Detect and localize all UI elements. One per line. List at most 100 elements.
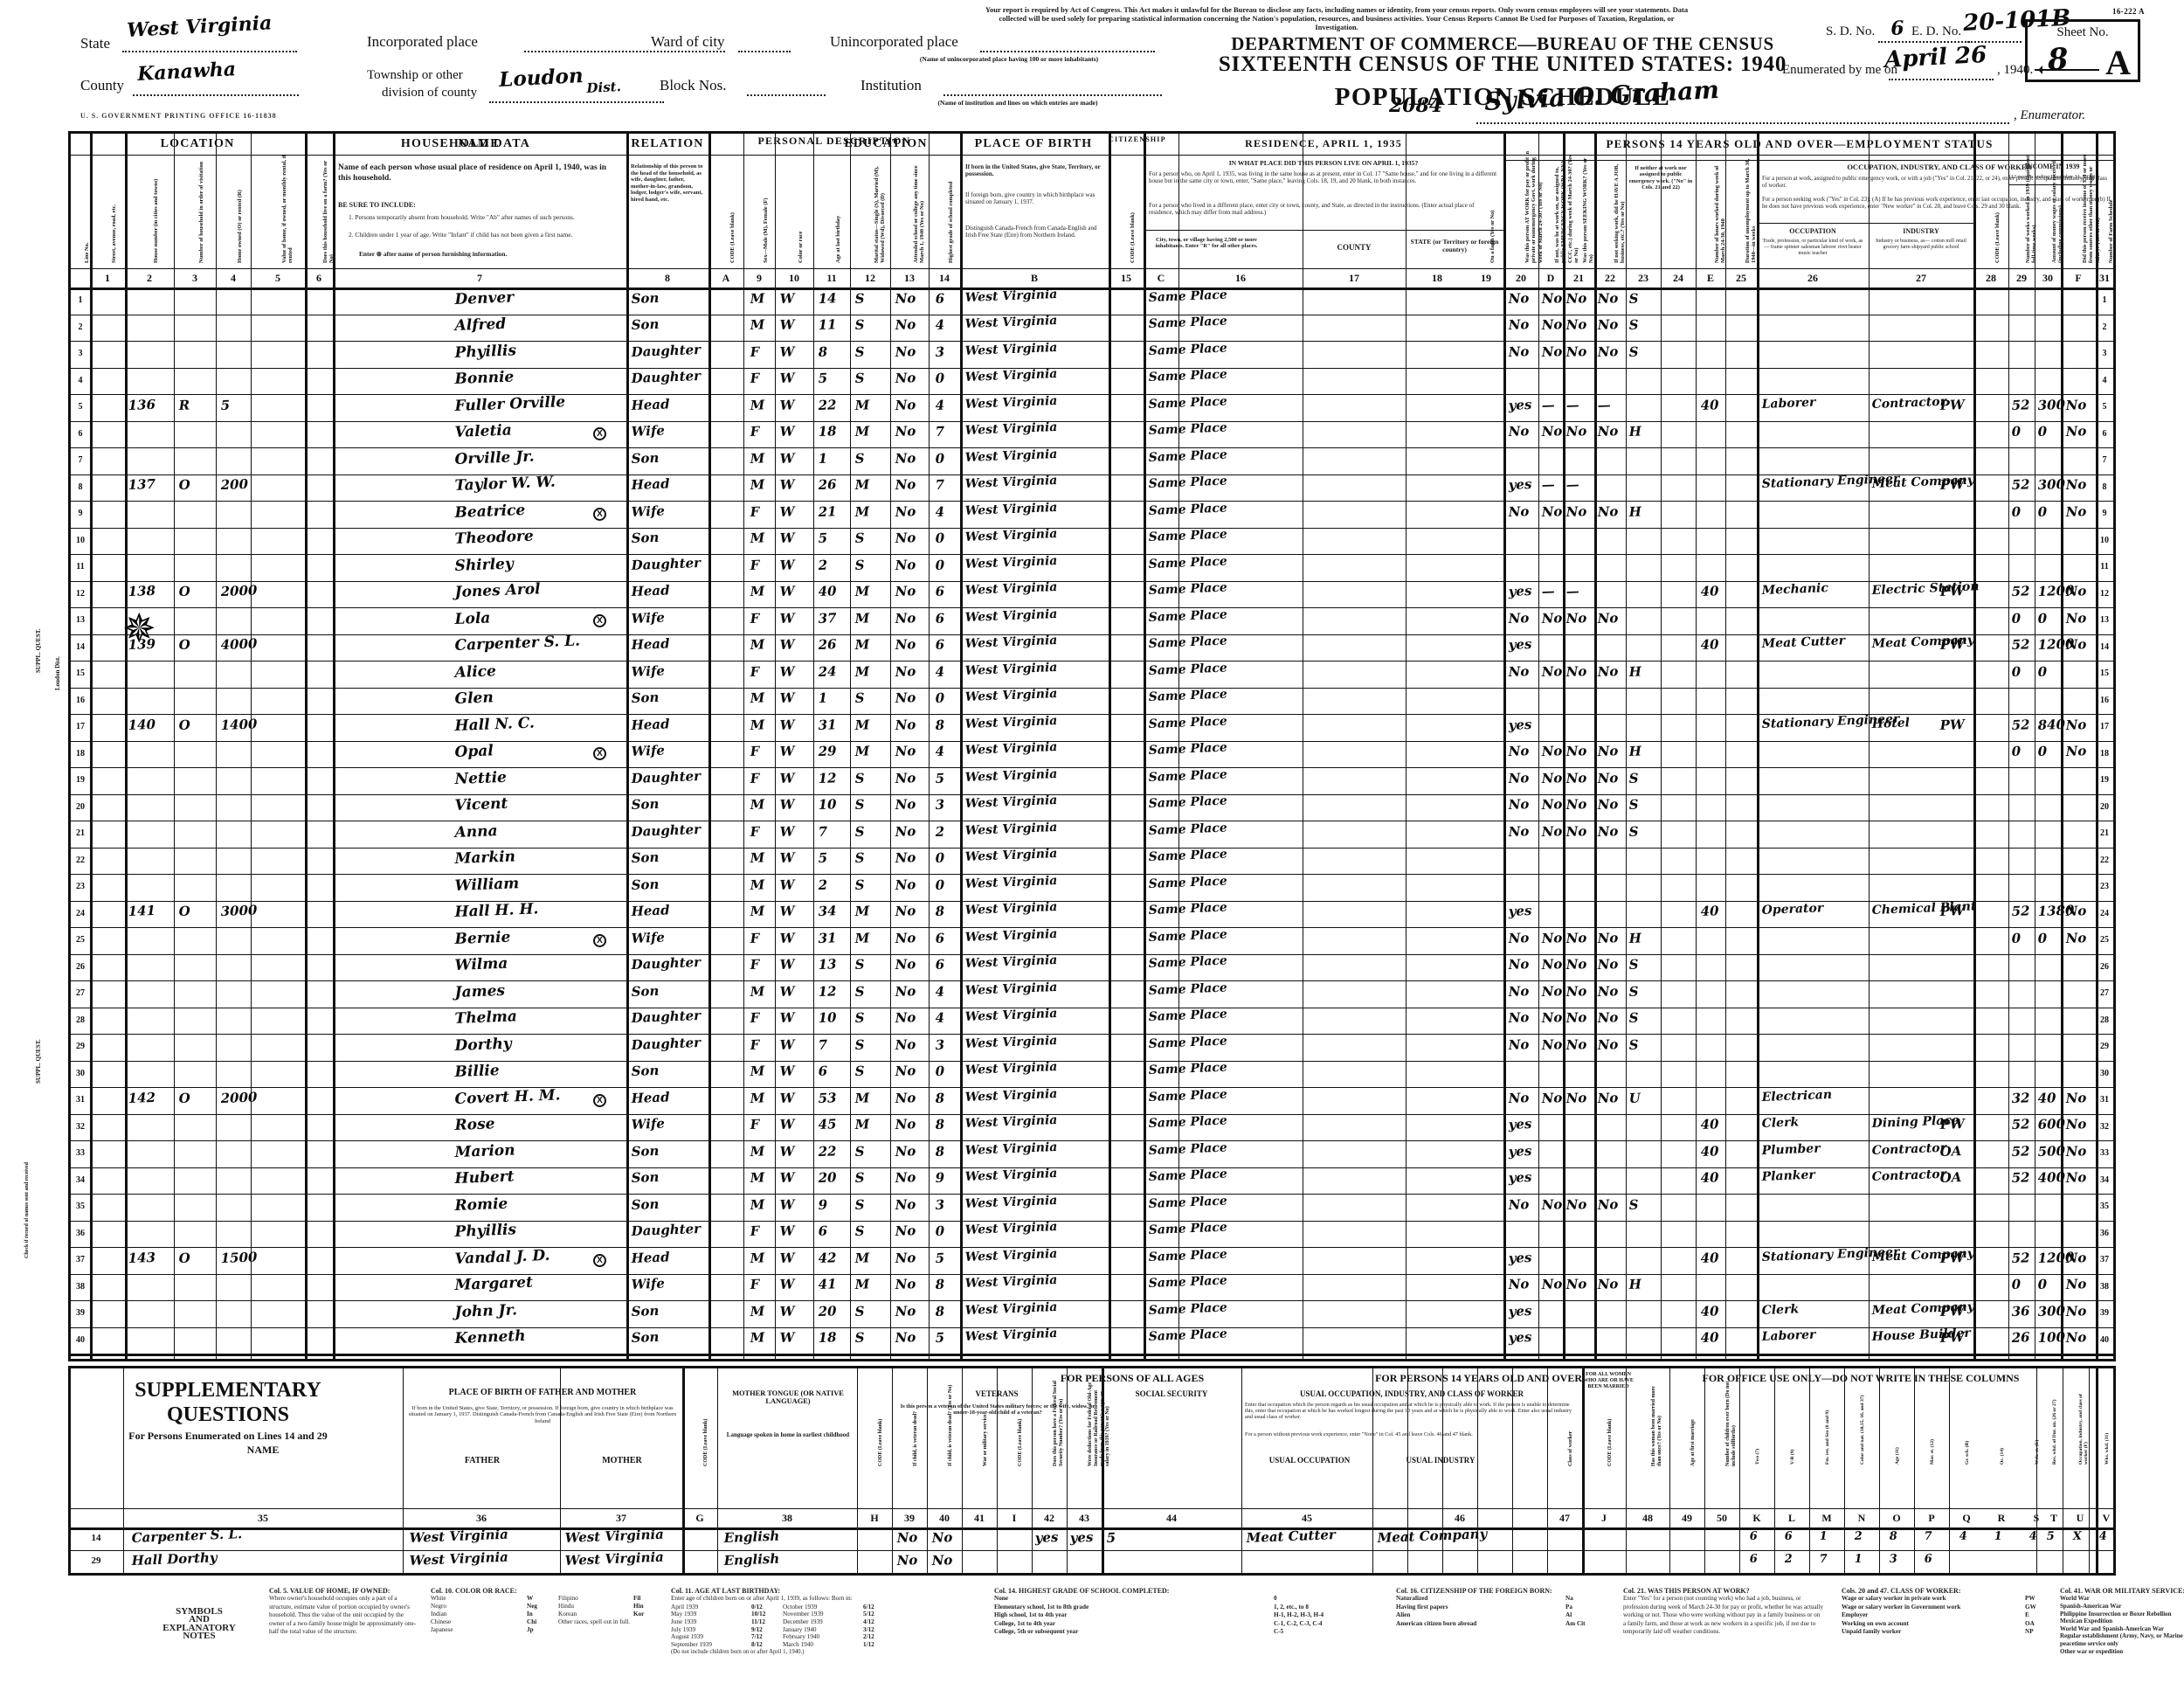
cell-age[interactable]: 6 <box>818 1063 828 1080</box>
cell-had-job[interactable]: No <box>1597 796 1619 814</box>
cell-household-order[interactable]: O <box>178 1090 191 1106</box>
cell-home-owned[interactable]: 2000 <box>220 1089 258 1106</box>
cell-highest-grade[interactable]: 8 <box>935 1276 945 1293</box>
cell-age[interactable]: 13 <box>818 956 837 973</box>
cell-sex[interactable]: M <box>750 903 765 920</box>
cell-marital-status[interactable]: M <box>854 636 870 654</box>
cell-marital-status[interactable]: M <box>854 1116 870 1133</box>
cell-person-name[interactable]: Dorthy <box>454 1035 513 1055</box>
cell-attended-school[interactable]: No <box>895 1195 916 1213</box>
cell-other-income[interactable]: No <box>2065 583 2087 600</box>
cell-public-emergency[interactable]: No <box>1541 1089 1563 1106</box>
cell-highest-grade[interactable]: 3 <box>935 796 945 814</box>
cell-residence-1935[interactable]: Same Place <box>1148 341 1228 358</box>
county-value[interactable]: Kanawha <box>136 58 237 86</box>
cell-class-of-worker[interactable]: PW <box>1939 476 1966 494</box>
cell-person-name[interactable]: Hall H. H. <box>454 900 539 922</box>
cell-residence-1935[interactable]: Same Place <box>1148 1194 1228 1211</box>
cell-supp-office-N[interactable]: 2 <box>1854 1529 1863 1543</box>
cell-weeks-worked[interactable]: 0 <box>2011 610 2022 627</box>
cell-other-income[interactable]: No <box>2065 502 2087 520</box>
cell-relation[interactable]: Daughter <box>631 821 702 840</box>
cell-person-name[interactable]: Denver <box>454 288 515 308</box>
cell-other-income[interactable]: No <box>2065 1089 2087 1106</box>
cell-person-name[interactable]: Opal <box>454 742 494 762</box>
cell-at-work[interactable]: No <box>1508 796 1530 814</box>
cell-color[interactable]: W <box>779 1116 795 1133</box>
cell-relation[interactable]: Daughter <box>631 1221 702 1240</box>
cell-residence-1935[interactable]: Same Place <box>1148 900 1228 918</box>
cell-supp-office-P[interactable]: 7 <box>1924 1529 1933 1543</box>
cell-seeking-work[interactable]: No <box>1565 1195 1587 1213</box>
cell-place-of-birth[interactable]: West Virginia <box>964 1113 1058 1132</box>
cell-highest-grade[interactable]: 4 <box>935 397 945 413</box>
cell-at-work[interactable]: yes <box>1508 903 1532 920</box>
cell-had-job[interactable]: No <box>1597 929 1619 946</box>
cell-seeking-work[interactable]: — <box>1565 397 1579 413</box>
cell-supp-office-L[interactable]: 6 <box>1784 1529 1794 1543</box>
cell-weeks-worked[interactable]: 32 <box>2011 1089 2030 1106</box>
cell-supp-veteran[interactable]: No <box>896 1529 918 1546</box>
cell-at-work[interactable]: yes <box>1508 1116 1532 1133</box>
cell-hours-worked[interactable]: 40 <box>1700 1249 1719 1266</box>
cell-supp-mother[interactable]: West Virginia <box>564 1526 665 1546</box>
cell-place-of-birth[interactable]: West Virginia <box>964 980 1058 998</box>
cell-seeking-work[interactable]: No <box>1565 316 1587 334</box>
cell-public-emergency[interactable]: No <box>1541 822 1563 840</box>
cell-highest-grade[interactable]: 9 <box>935 1169 945 1187</box>
cell-person-name[interactable]: Kenneth <box>454 1327 526 1348</box>
cell-sex[interactable]: F <box>750 343 760 360</box>
cell-age[interactable]: 10 <box>818 1009 837 1027</box>
cell-color[interactable]: W <box>779 876 795 893</box>
cell-sex[interactable]: F <box>750 1223 760 1240</box>
cell-public-emergency[interactable]: No <box>1541 1276 1563 1293</box>
cell-relation[interactable]: Wife <box>631 929 666 946</box>
cell-occupation[interactable]: Clerk <box>1761 1115 1800 1132</box>
cell-age[interactable]: 7 <box>818 1036 828 1053</box>
cell-hours-worked[interactable]: 40 <box>1700 1169 1719 1187</box>
cell-relation[interactable]: Wife <box>631 422 666 440</box>
cell-residence-1935[interactable]: Same Place <box>1148 927 1228 945</box>
cell-attended-school[interactable]: No <box>895 636 916 654</box>
cell-supp-office-R[interactable]: 1 <box>1994 1529 2003 1543</box>
cell-attended-school[interactable]: No <box>895 370 916 387</box>
cell-age[interactable]: 29 <box>818 743 837 760</box>
cell-at-work[interactable]: No <box>1508 1276 1530 1293</box>
cell-at-work[interactable]: No <box>1508 1009 1530 1027</box>
cell-sex[interactable]: M <box>750 1329 765 1347</box>
cell-highest-grade[interactable]: 0 <box>935 1063 945 1080</box>
cell-residence-1935[interactable]: Same Place <box>1148 1034 1228 1051</box>
cell-other-income[interactable]: No <box>2065 1276 2087 1293</box>
cell-color[interactable]: W <box>779 397 795 413</box>
cell-relation[interactable]: Son <box>631 1302 660 1320</box>
cell-age[interactable]: 8 <box>818 343 828 360</box>
cell-relation[interactable]: Head <box>631 582 670 600</box>
cell-place-of-birth[interactable]: West Virginia <box>964 527 1058 545</box>
cell-had-job[interactable]: No <box>1597 982 1619 1000</box>
cell-highest-grade[interactable]: 2 <box>935 823 945 840</box>
cell-marital-status[interactable]: M <box>854 503 870 520</box>
cell-industry[interactable]: Hotel <box>1871 716 1911 731</box>
cell-highest-grade[interactable]: 6 <box>935 636 945 654</box>
cell-not-assigned-code[interactable]: U <box>1628 1090 1641 1106</box>
cell-marital-status[interactable]: M <box>854 1276 870 1293</box>
cell-marital-status[interactable]: M <box>854 717 870 733</box>
cell-supp-office-K[interactable]: 6 <box>1749 1552 1759 1566</box>
cell-supp-father[interactable]: West Virginia <box>409 1548 509 1569</box>
cell-public-emergency[interactable]: No <box>1541 662 1563 680</box>
cell-supp-ss-portion[interactable]: 5 <box>1106 1529 1116 1546</box>
cell-marital-status[interactable]: S <box>854 530 865 547</box>
cell-supp-mother-tongue[interactable]: English <box>723 1550 780 1569</box>
cell-relation[interactable]: Daughter <box>631 341 702 360</box>
cell-at-work[interactable]: yes <box>1508 1302 1532 1320</box>
cell-sex[interactable]: M <box>750 1303 765 1320</box>
cell-place-of-birth[interactable]: West Virginia <box>964 1326 1058 1345</box>
cell-age[interactable]: 34 <box>818 903 837 920</box>
cell-public-emergency[interactable]: No <box>1541 1036 1563 1053</box>
cell-had-job[interactable]: No <box>1597 1089 1619 1106</box>
cell-color[interactable]: W <box>779 717 795 733</box>
cell-sex[interactable]: F <box>750 1009 760 1027</box>
cell-attended-school[interactable]: No <box>895 423 916 440</box>
cell-highest-grade[interactable]: 3 <box>935 343 945 360</box>
cell-residence-1935[interactable]: Same Place <box>1148 527 1228 545</box>
